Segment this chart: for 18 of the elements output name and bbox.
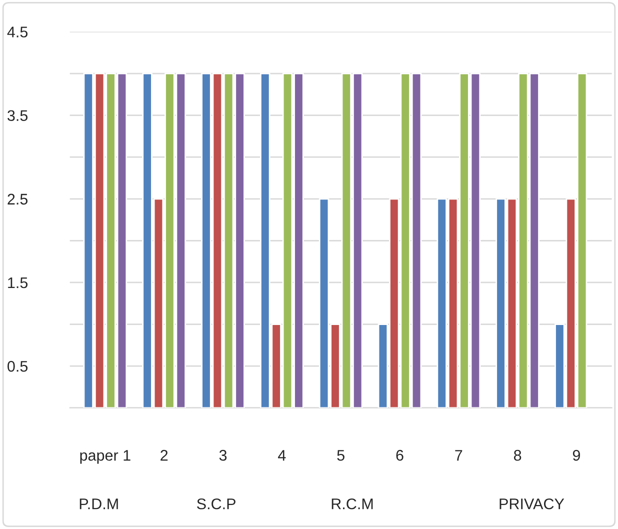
y-tick-label: 1.5	[8, 278, 28, 288]
text: R.C.M	[332, 498, 373, 510]
x-tick-label: 6	[396, 450, 404, 461]
x-tick-label: paper 1	[80, 450, 130, 464]
y-tick-label: 3.5	[8, 110, 28, 122]
x-tick-label: 4	[278, 450, 286, 461]
y-tick-label: 2.5	[8, 194, 28, 205]
text: P.D.M	[80, 498, 118, 510]
x-tick-label: 9	[572, 450, 580, 461]
y-tick-label: 0.5	[8, 360, 28, 372]
text: S.C.P	[197, 498, 236, 510]
text: PRIVACY	[500, 498, 564, 510]
x-tick-label: 3	[219, 450, 227, 461]
y-tick-label: 4.5	[7, 26, 28, 38]
x-tick-label: 7	[455, 450, 462, 461]
x-tick-label: 8	[514, 450, 522, 461]
x-tick-label: 5	[337, 450, 344, 461]
x-tick-label: 2	[160, 450, 168, 461]
